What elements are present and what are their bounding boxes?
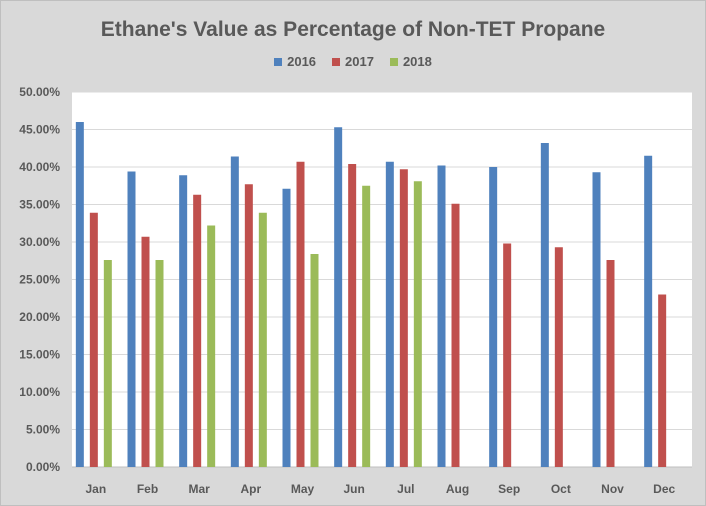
legend-item-2018: 2018 xyxy=(389,54,432,69)
bar-2017-feb xyxy=(141,236,150,467)
x-tick-label: Dec xyxy=(653,482,675,496)
bar-2017-jul xyxy=(399,169,408,467)
x-tick-label: Jan xyxy=(85,482,106,496)
x-tick-label: Oct xyxy=(551,482,571,496)
y-tick-label: 40.00% xyxy=(19,160,60,174)
bar-2017-oct xyxy=(554,247,563,467)
bar-2016-jul xyxy=(385,161,394,467)
x-tick-label: May xyxy=(291,482,315,496)
bar-2018-jun xyxy=(362,185,371,467)
bar-2017-jun xyxy=(348,164,357,467)
chart-legend: 2016 2017 2018 xyxy=(0,54,706,69)
bar-2017-apr xyxy=(244,184,253,467)
bar-2016-oct xyxy=(540,143,549,467)
legend-label-2018: 2018 xyxy=(402,54,432,69)
y-tick-label: 25.00% xyxy=(19,273,60,287)
bar-2016-sep xyxy=(489,167,498,467)
legend-label-2017: 2017 xyxy=(345,54,374,69)
legend-item-2016: 2016 xyxy=(274,54,316,69)
bar-2017-mar xyxy=(193,194,202,467)
legend-swatch-2016 xyxy=(274,57,283,66)
legend-label-2016: 2016 xyxy=(287,54,317,69)
x-tick-label: Apr xyxy=(240,482,261,496)
y-tick-label: 0.00% xyxy=(26,460,60,474)
bar-2018-jan xyxy=(103,260,112,467)
legend-swatch-2017 xyxy=(332,57,341,66)
x-tick-label: Nov xyxy=(601,482,624,496)
x-tick-label: Sep xyxy=(498,482,520,496)
y-tick-label: 5.00% xyxy=(26,423,60,437)
bar-2017-nov xyxy=(606,260,615,467)
bar-2017-aug xyxy=(451,203,460,467)
x-tick-label: Jun xyxy=(343,482,364,496)
legend-item-2017: 2017 xyxy=(332,54,374,69)
bar-2017-dec xyxy=(658,294,667,467)
bar-2016-dec xyxy=(644,155,653,467)
bar-2018-mar xyxy=(207,225,216,467)
y-tick-label: 15.00% xyxy=(19,348,60,362)
x-tick-label: Mar xyxy=(188,482,210,496)
bar-2016-mar xyxy=(179,175,188,467)
bar-2017-jan xyxy=(89,212,98,467)
y-tick-label: 35.00% xyxy=(19,198,60,212)
bar-2018-may xyxy=(310,254,319,467)
legend-swatch-2018 xyxy=(389,57,398,66)
bar-2017-sep xyxy=(503,243,512,467)
y-tick-label: 45.00% xyxy=(19,123,60,137)
bar-2016-nov xyxy=(592,172,601,467)
bar-2017-may xyxy=(296,161,305,467)
bar-2016-feb xyxy=(127,171,136,467)
bar-2016-apr xyxy=(230,156,239,467)
y-tick-label: 10.00% xyxy=(19,385,60,399)
bar-2018-feb xyxy=(155,260,164,467)
bar-2016-jun xyxy=(334,127,343,467)
x-tick-label: Feb xyxy=(137,482,158,496)
bar-2018-apr xyxy=(258,212,267,467)
bar-2016-jan xyxy=(75,122,84,467)
bar-2016-aug xyxy=(437,165,446,467)
y-tick-label: 30.00% xyxy=(19,235,60,249)
y-tick-label: 20.00% xyxy=(19,310,60,324)
bar-2018-jul xyxy=(413,181,422,467)
y-tick-label: 50.00% xyxy=(19,85,60,99)
x-tick-label: Jul xyxy=(397,482,414,496)
x-tick-label: Aug xyxy=(446,482,469,496)
bar-2016-may xyxy=(282,188,291,467)
chart-title: Ethane's Value as Percentage of Non-TET … xyxy=(100,18,606,41)
